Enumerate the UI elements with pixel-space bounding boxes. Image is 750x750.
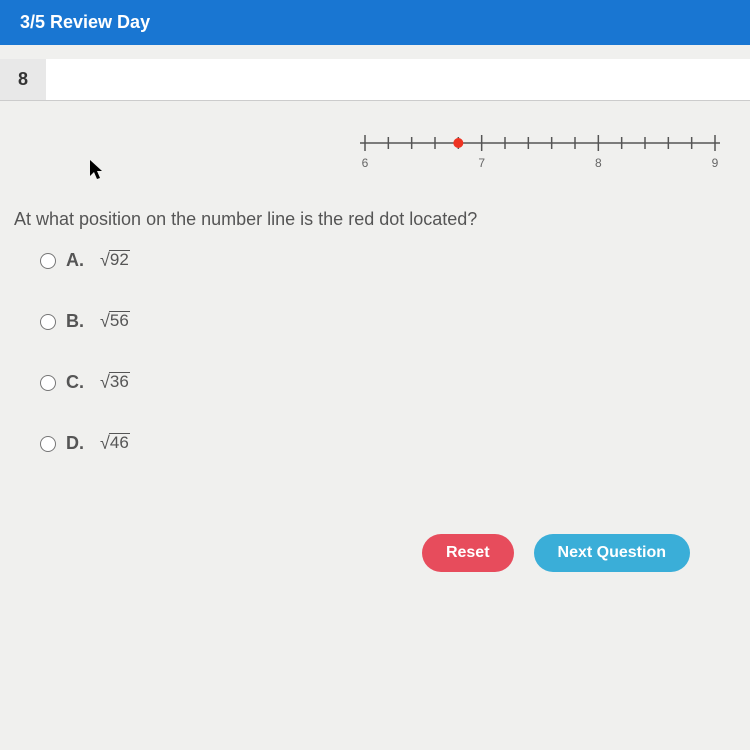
- reset-button[interactable]: Reset: [422, 534, 514, 572]
- svg-text:6: 6: [362, 156, 369, 170]
- choice-a[interactable]: A. √92: [40, 250, 740, 271]
- choice-d[interactable]: D. √46: [40, 433, 740, 454]
- cursor-icon: [90, 160, 106, 186]
- choice-radio-2[interactable]: [40, 375, 56, 391]
- header-title: 3/5 Review Day: [20, 12, 150, 32]
- choice-c[interactable]: C. √36: [40, 372, 740, 393]
- question-bar: 8: [0, 59, 750, 101]
- choice-letter: D.: [66, 433, 90, 454]
- choice-value: √46: [100, 433, 130, 454]
- choice-value: √36: [100, 372, 130, 393]
- next-question-button[interactable]: Next Question: [534, 534, 690, 572]
- svg-text:9: 9: [712, 156, 719, 170]
- choice-value: √56: [100, 311, 130, 332]
- choice-letter: A.: [66, 250, 90, 271]
- number-line-container: 6 7 8 9: [10, 121, 740, 201]
- svg-text:7: 7: [478, 156, 485, 170]
- choice-value: √92: [100, 250, 130, 271]
- page-header: 3/5 Review Day: [0, 0, 750, 45]
- choice-b[interactable]: B. √56: [40, 311, 740, 332]
- choice-letter: B.: [66, 311, 90, 332]
- choices-list: A. √92 B. √56 C. √36 D. √46: [10, 250, 740, 454]
- choice-radio-3[interactable]: [40, 436, 56, 452]
- question-text: At what position on the number line is t…: [14, 209, 740, 230]
- choice-radio-1[interactable]: [40, 314, 56, 330]
- question-number: 8: [0, 59, 46, 100]
- choice-letter: C.: [66, 372, 90, 393]
- number-line: 6 7 8 9: [355, 131, 725, 171]
- content-area: 6 7 8 9 At what position on the number line…: [0, 101, 750, 592]
- button-row: Reset Next Question: [10, 494, 740, 572]
- svg-text:8: 8: [595, 156, 602, 170]
- choice-radio-0[interactable]: [40, 253, 56, 269]
